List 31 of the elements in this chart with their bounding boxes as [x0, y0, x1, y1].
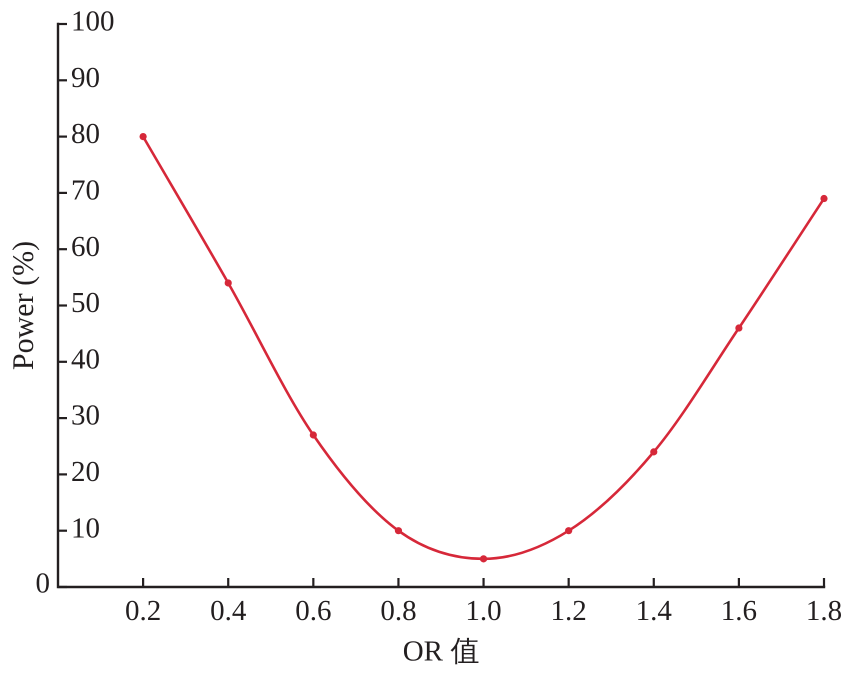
x-tick-label: 0.8 [380, 595, 417, 628]
y-tick-label: 50 [71, 287, 100, 320]
point [224, 279, 232, 287]
y-axis-title: Power (%) [6, 240, 40, 370]
x-tick-label: 0.6 [295, 595, 332, 628]
point [140, 133, 147, 140]
y-tick-label: 70 [71, 174, 100, 207]
x-axis-title: OR 值 [402, 636, 480, 668]
y-tick-label: 90 [71, 62, 100, 94]
x-tick-label: 1.4 [636, 595, 672, 628]
point [480, 555, 488, 562]
x-tick-label: 1.8 [806, 595, 842, 628]
point [310, 431, 317, 439]
x-tick-label: 0.2 [124, 595, 162, 628]
y-tick-label: 100 [71, 6, 114, 38]
y-tick-label: 10 [71, 512, 100, 544]
x-tick-label: 1.2 [550, 595, 587, 628]
y-tick-label: 80 [71, 118, 100, 150]
y-tick-label: 20 [71, 456, 100, 488]
x-tick-label: 1.0 [465, 595, 502, 628]
point [735, 324, 742, 332]
text: 0 [36, 568, 50, 600]
x-tick-label: 1.6 [720, 595, 758, 628]
point [565, 527, 572, 534]
point [394, 527, 402, 534]
y-tick-label: 60 [71, 230, 100, 263]
x-tick-label: 0.4 [210, 595, 247, 628]
point [820, 194, 828, 202]
point [650, 448, 658, 456]
y-tick-label: 30 [71, 400, 100, 432]
y-tick-label: 40 [71, 343, 100, 376]
